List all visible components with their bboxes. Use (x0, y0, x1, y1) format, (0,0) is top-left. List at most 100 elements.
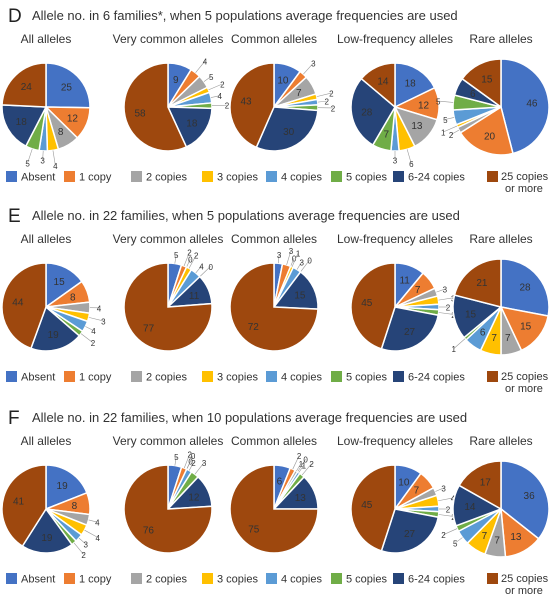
chart-title: Low-frequency alleles (337, 32, 453, 46)
pie-slice (500, 460, 550, 540)
slice-label: 2 (187, 249, 192, 258)
panel-title: Allele no. in 6 families*, when 5 popula… (32, 8, 458, 23)
leader-line (194, 462, 205, 475)
slice-label: 18 (405, 78, 417, 89)
pie-slice (29, 305, 81, 352)
slice-label: 24 (21, 82, 33, 93)
legend-label: 3 copies (217, 372, 258, 384)
panel-letter: E (8, 206, 21, 227)
slice-label: 5 (25, 160, 30, 169)
legend-label: or more (505, 585, 543, 597)
slice-label: 1 (452, 345, 457, 354)
slice-label: 0 (208, 263, 213, 272)
slice-label: 3 (101, 317, 106, 326)
pie-slice (1, 104, 48, 148)
slice-label: 45 (361, 500, 373, 511)
slice-label: 17 (480, 478, 492, 489)
leader-line (290, 257, 295, 267)
legend-swatch (393, 573, 404, 584)
legend-swatch (64, 371, 75, 382)
leader-line (438, 297, 454, 301)
pie-chart: All alleles 25 128 43 5 18 24 (1, 32, 91, 171)
leader-line (27, 148, 33, 164)
leader-line (436, 288, 445, 293)
legend-swatch (6, 573, 17, 584)
leader-line (438, 100, 454, 103)
chart-title: Very common alleles (113, 32, 224, 46)
legend-label: 6-24 copies (408, 372, 465, 384)
slice-label: 4 (95, 519, 100, 528)
pie-slice (360, 62, 396, 109)
legend-label: 25 copies (501, 171, 549, 183)
slice-label: 25 (61, 82, 73, 93)
slice-label: 1 (296, 250, 301, 259)
leader-line (317, 100, 327, 103)
chart-title: Very common alleles (113, 434, 224, 448)
leader-line (301, 463, 312, 476)
pie-slice (45, 62, 91, 109)
leader-line (88, 317, 104, 322)
slice-label: 15 (465, 309, 477, 320)
slice-label: 3 (311, 60, 316, 69)
legend-swatch (487, 371, 498, 382)
leader-line (208, 83, 223, 91)
slice-label: 6 (470, 89, 476, 100)
legend-swatch (131, 573, 142, 584)
leader-line (292, 455, 300, 470)
legend-swatch (331, 171, 342, 182)
leader-line (286, 250, 292, 265)
slice-label: 15 (520, 322, 532, 333)
slice-label: 2 (446, 304, 451, 313)
slice-label: 6 (409, 160, 414, 169)
leader-line (303, 62, 314, 75)
slice-label: 0 (292, 254, 297, 263)
slice-label: 28 (519, 283, 531, 294)
slice-label: 2 (187, 451, 192, 460)
slice-label: 0 (188, 458, 193, 467)
slice-label: 72 (248, 322, 260, 333)
pie-slice (1, 62, 47, 108)
slice-label: 2 (331, 104, 336, 113)
slice-label: 19 (48, 330, 60, 341)
pie-slice (350, 464, 396, 552)
legend-swatch (202, 371, 213, 382)
legend-swatch (266, 371, 277, 382)
legend-swatch (64, 573, 75, 584)
slice-label: 4 (91, 327, 96, 336)
leader-line (210, 95, 220, 98)
leader-line (300, 259, 310, 273)
slice-label: 15 (294, 290, 306, 301)
slice-label: 2 (220, 81, 225, 90)
legend-label: Absent (21, 574, 55, 586)
leader-line (316, 92, 332, 97)
legend-label: Absent (21, 372, 55, 384)
leader-line (195, 265, 202, 274)
slice-label: 5 (443, 116, 448, 125)
leader-line (443, 528, 458, 535)
legend-label: 1 copy (79, 574, 112, 586)
slice-label: 2 (324, 98, 329, 107)
leader-line (438, 497, 454, 502)
panel-title: Allele no. in 22 families, when 10 popul… (32, 410, 467, 425)
slice-label: 58 (134, 109, 146, 120)
legend-label: or more (505, 383, 543, 395)
panel-letter: D (8, 6, 22, 27)
legend-swatch (202, 573, 213, 584)
leader-line (84, 529, 98, 538)
slice-label: 14 (377, 77, 389, 88)
chart-title: Rare alleles (469, 232, 532, 246)
leader-line (298, 464, 305, 473)
slice-label: 1 (441, 129, 446, 138)
legend-swatch (393, 371, 404, 382)
slice-label: 27 (404, 529, 416, 540)
pie-slice (380, 508, 440, 554)
leader-line (296, 463, 302, 472)
slice-label: 4 (53, 162, 58, 171)
slice-label: 1 (299, 460, 304, 469)
chart-title: Low-frequency alleles (337, 434, 453, 448)
slice-label: 13 (295, 493, 307, 504)
legend-label: 4 copies (281, 172, 322, 184)
